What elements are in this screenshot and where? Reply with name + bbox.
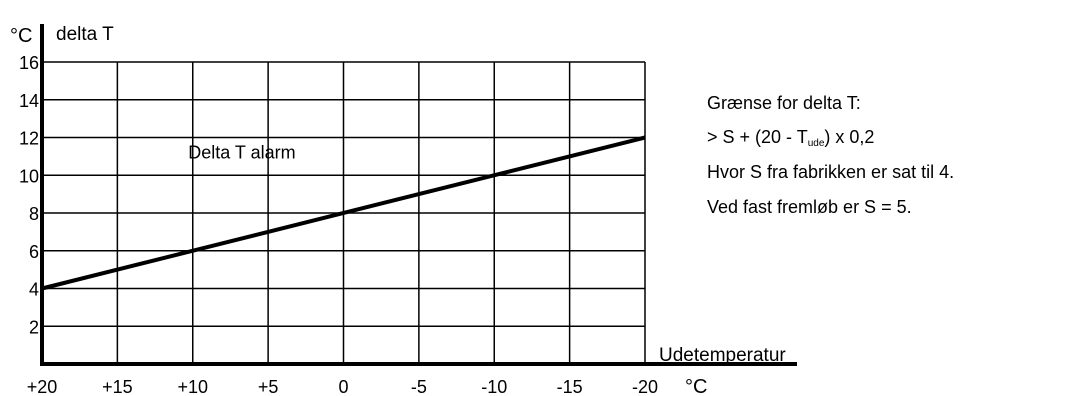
y-tick-label: 14 <box>19 91 39 111</box>
note-line-3: Hvor S fra fabrikken er sat til 4. <box>707 162 955 182</box>
y-tick-label: 6 <box>29 242 39 262</box>
note-line-4: Ved fast fremløb er S = 5. <box>707 197 912 217</box>
note-line-2-prefix: > S + (20 - T <box>707 127 808 147</box>
y-tick-label: 2 <box>29 317 39 337</box>
delta-t-limit-line <box>41 135 646 291</box>
y-tick-label: 10 <box>19 166 39 186</box>
x-tick-label: 0 <box>338 377 348 396</box>
y-tick-label: 12 <box>19 129 39 149</box>
x-unit-label: °C <box>685 376 707 396</box>
y-tick-label: 4 <box>29 280 39 300</box>
note-line-2: > S + (20 - Tude) x 0,2 <box>707 128 874 149</box>
y-tick-label: 8 <box>29 204 39 224</box>
x-tick-label: +15 <box>102 377 133 396</box>
y-axis-label: delta T <box>56 24 114 45</box>
x-tick-label: +5 <box>258 377 279 396</box>
delta-t-alarm-annotation: Delta T alarm <box>188 142 295 162</box>
x-tick-label: -15 <box>557 377 583 396</box>
y-tick-label: 16 <box>19 53 39 73</box>
note-line-2-subscript: ude <box>807 138 825 149</box>
series-lines <box>41 135 646 291</box>
y-unit-label: °C <box>10 25 32 47</box>
x-tick-label: +20 <box>27 377 58 396</box>
x-tick-label: +10 <box>177 377 208 396</box>
note-line-1: Grænse for delta T: <box>707 93 861 113</box>
x-axis-label: Udetemperatur <box>659 345 786 366</box>
x-tick-label: -20 <box>632 377 658 396</box>
x-tick-label: -10 <box>481 377 507 396</box>
note-line-2-suffix: ) x 0,2 <box>824 127 875 147</box>
x-tick-labels: +20 +15 +10 +5 0 -5 -10 -15 -20 <box>27 377 658 396</box>
grid-lines <box>42 61 646 364</box>
x-tick-label: -5 <box>411 377 427 396</box>
y-tick-labels: 2 4 6 8 10 12 14 16 <box>19 53 39 337</box>
